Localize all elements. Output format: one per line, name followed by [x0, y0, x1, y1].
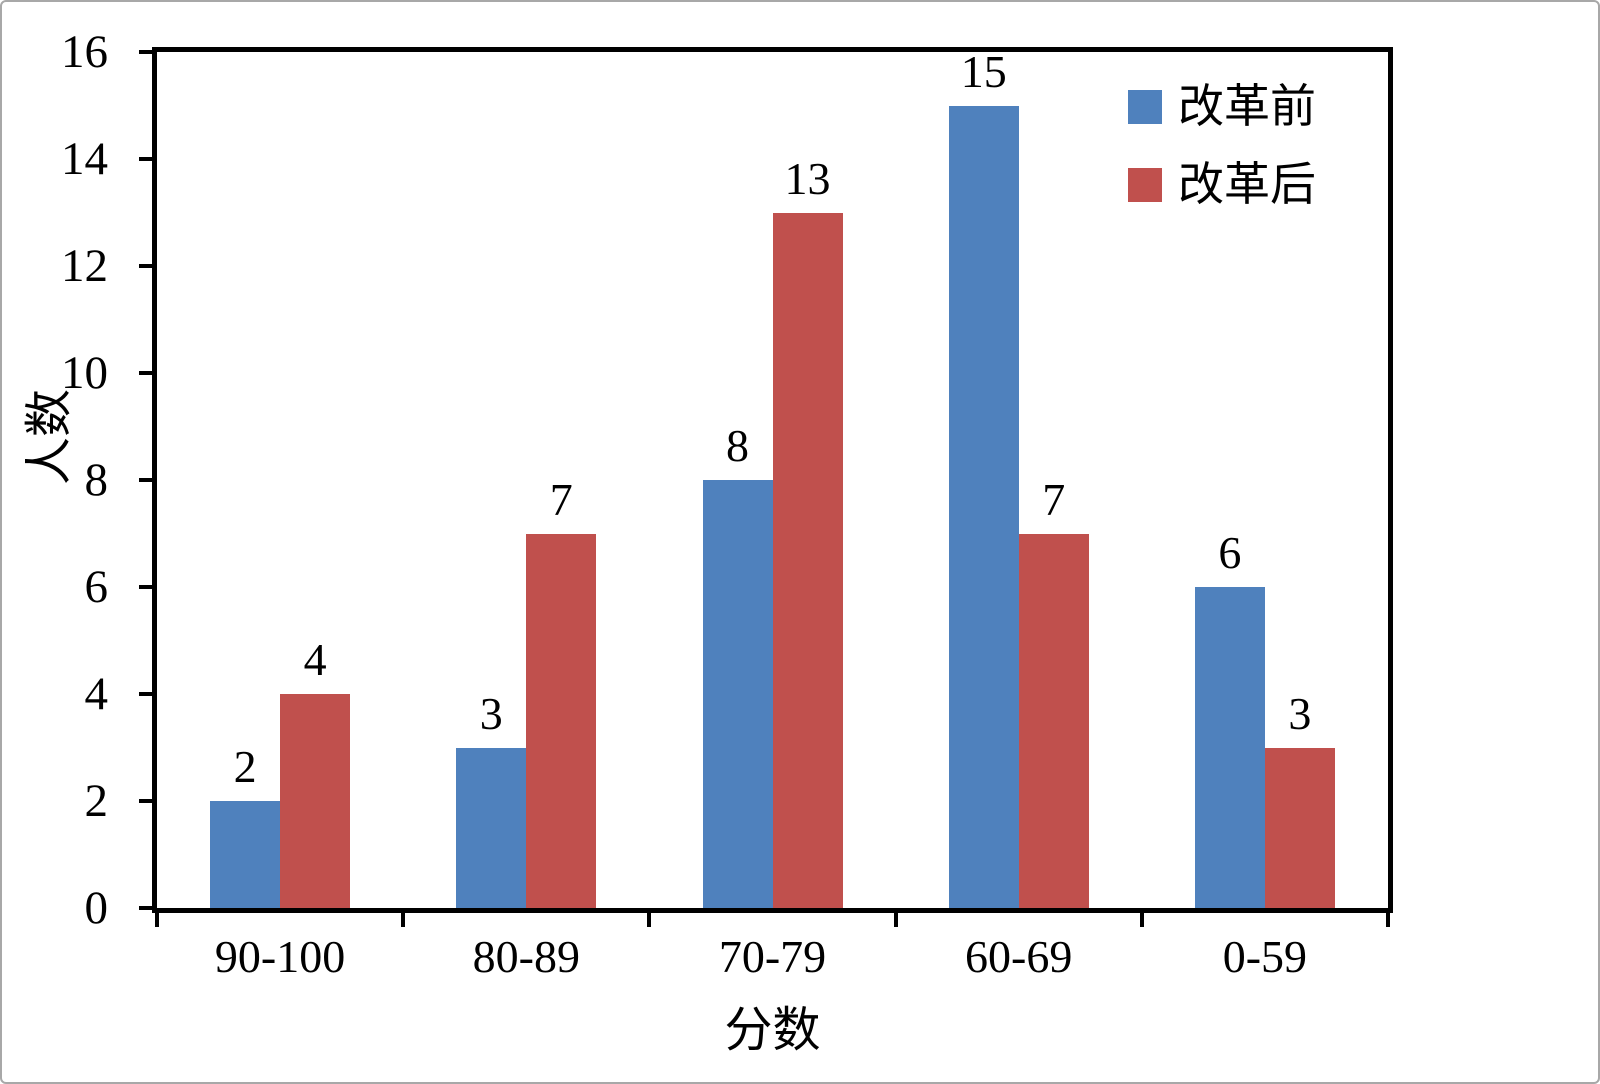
y-axis-tick: [139, 478, 152, 482]
y-tick-label: 14: [61, 133, 108, 185]
y-axis-tick: [139, 585, 152, 589]
x-tick-label: 70-79: [718, 931, 827, 982]
y-tick-label: 16: [61, 26, 108, 78]
legend-label-before-reform: 改革前: [1178, 81, 1316, 132]
x-axis-tick: [893, 913, 898, 927]
x-axis-tick: [1139, 913, 1144, 927]
bar-value-label: 8: [726, 420, 749, 472]
legend-label-after-reform: 改革后: [1178, 159, 1316, 210]
y-axis-tick: [139, 157, 152, 161]
bar-series1-80-89: [456, 747, 527, 908]
bar-value-label: 7: [549, 473, 573, 525]
x-axis-tick: [1386, 913, 1390, 927]
y-tick-label: 2: [84, 775, 109, 827]
y-tick-label: 8: [84, 454, 109, 506]
bar-series2-0-59: [1264, 747, 1335, 908]
bar-series1-70-79: [702, 480, 773, 908]
bar-series2-80-89: [526, 533, 597, 908]
bar-value-label: 6: [1218, 527, 1242, 579]
x-tick-label: 60-69: [965, 931, 1073, 982]
y-axis-tick: [139, 50, 152, 54]
y-axis-tick: [139, 371, 152, 375]
plot-area: 2 4 3 7 8 13 15 7 6 3 改革前 改革后: [152, 46, 1393, 913]
bar-series1-60-69: [948, 105, 1019, 908]
x-axis-tick: [647, 913, 652, 927]
legend-item-series1: 改革前: [1128, 84, 1316, 130]
bar-value-label: 3: [1288, 687, 1312, 739]
y-axis-tick: [139, 906, 152, 910]
y-axis-tick: [139, 264, 152, 268]
x-axis-title: 分数: [724, 1004, 821, 1057]
bar-value-label: 13: [784, 152, 831, 204]
bar-series2-70-79: [772, 212, 843, 908]
legend: 改革前 改革后: [1128, 84, 1316, 208]
bar-value-label: 3: [479, 687, 503, 739]
legend-item-series2: 改革后: [1128, 162, 1316, 208]
bar-series2-60-69: [1018, 533, 1089, 908]
bar-series1-0-59: [1194, 587, 1265, 908]
bar-series2-90-100: [280, 694, 351, 908]
x-tick-label: 80-89: [472, 931, 580, 982]
bars-container: 2 4 3 7 8 13 15 7 6 3: [157, 46, 1388, 908]
bar-value-label: 15: [960, 45, 1007, 97]
y-tick-label: 12: [61, 240, 108, 292]
bar-value-label: 4: [303, 634, 327, 686]
x-axis-tick: [401, 913, 406, 927]
x-tick-label: 90-100: [214, 931, 346, 982]
bar-value-label: 7: [1042, 473, 1066, 525]
y-axis-tick: [139, 799, 152, 803]
y-axis-tick: [139, 692, 152, 696]
bar-series1-90-100: [210, 801, 281, 908]
y-tick-label: 10: [61, 347, 108, 399]
legend-swatch-before-reform: [1128, 90, 1162, 124]
y-tick-label: 6: [84, 561, 109, 613]
x-axis-tick: [155, 913, 159, 927]
bar-value-label: 2: [233, 741, 257, 793]
y-tick-label: 4: [84, 668, 109, 720]
x-tick-label: 0-59: [1222, 931, 1308, 982]
legend-swatch-after-reform: [1128, 168, 1162, 202]
y-tick-label: 0: [84, 882, 109, 934]
